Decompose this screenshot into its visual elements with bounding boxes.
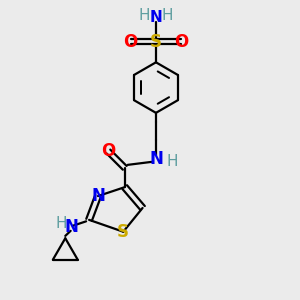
Text: S: S [150, 32, 162, 50]
Text: O: O [174, 32, 188, 50]
Text: H: H [167, 154, 178, 169]
Text: H: H [56, 216, 68, 231]
Text: O: O [101, 142, 116, 160]
Text: N: N [149, 150, 163, 168]
Text: N: N [65, 218, 79, 236]
Text: O: O [124, 32, 138, 50]
Text: S: S [117, 223, 129, 241]
Text: N: N [150, 10, 162, 25]
Text: H: H [139, 8, 150, 23]
Text: N: N [91, 187, 105, 205]
Text: H: H [161, 8, 173, 23]
